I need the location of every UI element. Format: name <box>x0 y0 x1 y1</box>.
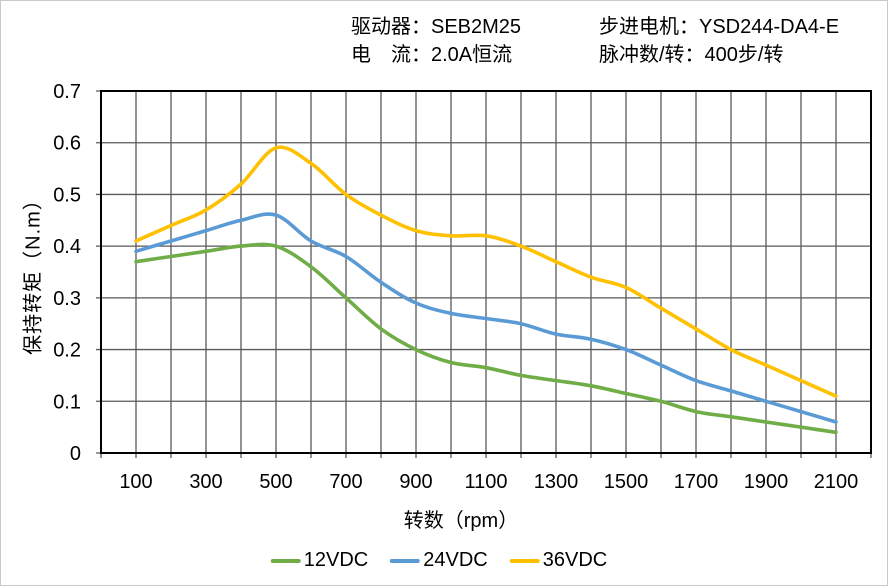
curve-12VDC <box>134 242 838 435</box>
x-tick-label: 700 <box>329 471 362 493</box>
grid-lines <box>96 90 872 458</box>
legend-label: 12VDC <box>303 549 369 571</box>
y-axis-title: 保持转矩（N.m） <box>22 189 45 355</box>
y-tick-label: 0.5 <box>53 184 81 206</box>
legend-item-12VDC: 12VDC <box>270 549 369 572</box>
legend-line-icon <box>270 558 301 563</box>
x-tick-label: 1300 <box>534 471 579 493</box>
legend-label: 36VDC <box>542 549 608 571</box>
x-tick-label: 500 <box>259 471 292 493</box>
y-tick-label: 0.7 <box>53 81 81 103</box>
x-tick-label: 2100 <box>814 471 859 493</box>
y-tick-label: 0 <box>70 443 81 465</box>
legend-item-24VDC: 24VDC <box>390 549 488 572</box>
x-tick-label: 1500 <box>604 471 649 493</box>
plot-border <box>100 90 872 454</box>
legend-line-icon <box>390 558 421 563</box>
legend: 12VDC 24VDC 36VDC <box>270 549 608 572</box>
curves <box>134 145 838 435</box>
x-tick-label: 1900 <box>744 471 789 493</box>
y-tick-label: 0.6 <box>53 133 81 155</box>
legend-label: 24VDC <box>423 549 488 571</box>
y-tick-label: 0.4 <box>53 236 81 258</box>
motor-info: 步进电机：YSD244-DA4-E <box>599 16 840 38</box>
header-right: 步进电机：YSD244-DA4-E 脉冲数/转：400步/转 <box>599 13 839 69</box>
current-info: 电 流：2.0A恒流 <box>351 44 513 66</box>
curve-24VDC <box>134 212 838 424</box>
pulses-info: 脉冲数/转：400步/转 <box>599 44 784 66</box>
y-tick-label: 0.2 <box>53 340 81 362</box>
y-tick-label: 0.1 <box>53 391 81 413</box>
plot-border-rect <box>100 90 872 454</box>
header-left: 驱动器：SEB2M25 电 流：2.0A恒流 <box>351 13 521 69</box>
y-tick-label: 0.3 <box>53 288 81 310</box>
x-tick-label: 900 <box>399 471 432 493</box>
driver-info: 驱动器：SEB2M25 <box>351 16 522 38</box>
x-axis-title: 转数（rpm） <box>403 510 519 532</box>
x-tick-label: 300 <box>189 471 222 493</box>
legend-item-36VDC: 36VDC <box>509 549 608 572</box>
y-tick-labels: 0 0.1 0.2 0.3 0.4 0.5 0.6 0.7 <box>53 81 81 465</box>
x-tick-label: 1100 <box>464 471 507 493</box>
x-tick-labels: 100 300 500 700 900 1100 1300 1500 1700 1900 2100 <box>119 471 858 493</box>
legend-line-icon <box>509 558 540 563</box>
x-tick-label: 1700 <box>674 471 719 493</box>
x-tick-label: 100 <box>119 471 152 493</box>
curve-36VDC <box>134 145 838 398</box>
